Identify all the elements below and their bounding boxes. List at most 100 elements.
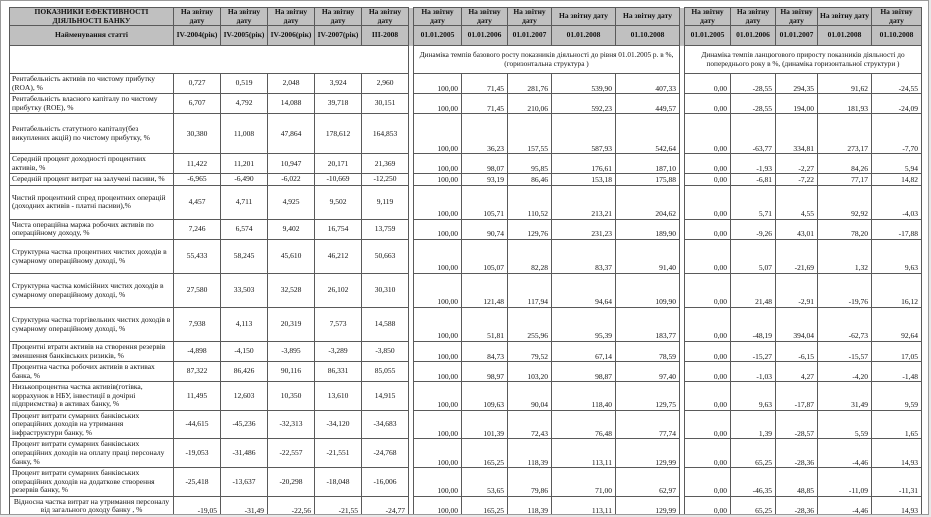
cell-chain-growth: -6,81	[730, 173, 776, 186]
cell-raw-value: 9,502	[314, 184, 362, 220]
cell-raw-value: -6,490	[220, 173, 268, 186]
cell-raw-value: 26,102	[314, 273, 362, 309]
table-row: Процент витрати сумарних банківських опе…	[9, 409, 922, 440]
cell-chain-growth: -28,36	[775, 438, 818, 469]
cell-raw-value: 14,588	[361, 307, 409, 343]
cell-chain-growth: 14,82	[871, 173, 922, 186]
cell-raw-value: -22,557	[267, 438, 315, 469]
cell-base-growth: 129,99	[615, 438, 680, 469]
cell-chain-growth: 5,07	[730, 239, 776, 275]
cell-raw-value: 30,310	[361, 273, 409, 309]
cell-chain-growth: -17,87	[775, 381, 818, 411]
cell-base-growth: 84,73	[461, 341, 508, 363]
cell-chain-growth: 5,59	[817, 409, 872, 440]
cell-chain-growth: -21,69	[775, 239, 818, 275]
col-header-report-date: На звітну дату	[220, 6, 268, 27]
cell-raw-value: 10,350	[267, 381, 315, 411]
cell-raw-value: -31,49	[220, 495, 268, 514]
cell-base-growth: 83,37	[551, 239, 616, 275]
cell-raw-value: -34,683	[361, 409, 409, 440]
base-growth-caption: Динаміка темпів базового росту показникі…	[413, 45, 680, 75]
cell-base-growth: 90,04	[507, 381, 552, 411]
cell-chain-growth: 0,00	[684, 381, 731, 411]
cell-raw-value: 86,426	[220, 361, 268, 383]
cell-base-growth: 103,20	[507, 361, 552, 383]
cell-chain-growth: -4,46	[817, 495, 872, 514]
cell-chain-growth: -19,76	[817, 273, 872, 309]
cell-raw-value: -20,298	[267, 467, 315, 497]
cell-raw-value: 13,610	[314, 381, 362, 411]
cell-raw-value: -10,669	[314, 173, 362, 186]
header-row-1: ПОКАЗНИКИ ЕФЕКТИВНОСТІ ДІЯЛЬНОСТІ БАНКУ …	[9, 6, 922, 27]
cell-base-growth: 101,39	[461, 409, 508, 440]
cell-base-growth: 95,85	[507, 153, 552, 175]
cell-chain-growth: -1,03	[730, 361, 776, 383]
cell-raw-value: 90,116	[267, 361, 315, 383]
cell-raw-value: 9,402	[267, 218, 315, 241]
cell-raw-value: -4,150	[220, 341, 268, 363]
cell-chain-growth: 1,39	[730, 409, 776, 440]
table-row: Чиста операційна маржа робочих активів п…	[9, 218, 922, 241]
cell-base-growth: 79,52	[507, 341, 552, 363]
cell-base-growth: 100,00	[413, 409, 462, 440]
cell-chain-growth: 84,26	[817, 153, 872, 175]
col-header-period: IV-2007(рік)	[314, 25, 362, 47]
cell-base-growth: 231,23	[551, 218, 616, 241]
cell-base-growth: 93,19	[461, 173, 508, 186]
row-label: Процент витрати сумарних банківських опе…	[9, 438, 174, 469]
cell-raw-value: -19,053	[173, 438, 221, 469]
cell-raw-value: 4,113	[220, 307, 268, 343]
cell-base-growth: 91,40	[615, 239, 680, 275]
cell-base-growth: 86,46	[507, 173, 552, 186]
cell-raw-value: -24,768	[361, 438, 409, 469]
col-header-report-date: На звітну дату	[551, 6, 616, 27]
cell-chain-growth: 77,17	[817, 173, 872, 186]
cell-raw-value: -25,418	[173, 467, 221, 497]
cell-chain-growth: -1,48	[871, 361, 922, 383]
cell-base-growth: 153,18	[551, 173, 616, 186]
cell-base-growth: 157,55	[507, 113, 552, 155]
col-header-report-date: На звітну дату	[361, 6, 409, 27]
cell-raw-value: -3,895	[267, 341, 315, 363]
cell-raw-value: 164,853	[361, 113, 409, 155]
cell-raw-value: 30,151	[361, 93, 409, 115]
cell-chain-growth: -2,27	[775, 153, 818, 175]
cell-base-growth: 100,00	[413, 173, 462, 186]
cell-base-growth: 117,94	[507, 273, 552, 309]
col-header-date: 01.01.2005	[684, 25, 731, 47]
cell-raw-value: -3,289	[314, 341, 362, 363]
cell-chain-growth: 0,00	[684, 173, 731, 186]
cell-base-growth: 100,00	[413, 307, 462, 343]
cell-base-growth: 100,00	[413, 73, 462, 95]
cell-base-growth: 592,23	[551, 93, 616, 115]
table-row: Рентабельність власного капіталу по чист…	[9, 93, 922, 115]
col-header-report-date: На звітну дату	[775, 6, 818, 27]
col-header-report-date: На звітну дату	[730, 6, 776, 27]
cell-chain-growth: -2,91	[775, 273, 818, 309]
cell-base-growth: 118,39	[507, 495, 552, 514]
cell-raw-value: 11,201	[220, 153, 268, 175]
cell-base-growth: 113,11	[551, 495, 616, 514]
cell-base-growth: 542,64	[615, 113, 680, 155]
cell-chain-growth: 16,12	[871, 273, 922, 309]
table-row: Процентна частка робочих активів в актив…	[9, 361, 922, 383]
col-header-date: 01.01.2005	[413, 25, 462, 47]
cell-chain-growth: 273,17	[817, 113, 872, 155]
cell-raw-value: 14,915	[361, 381, 409, 411]
cell-chain-growth: 43,01	[775, 218, 818, 241]
cell-raw-value: 39,718	[314, 93, 362, 115]
cell-chain-growth: -9,26	[730, 218, 776, 241]
cell-raw-value: 32,528	[267, 273, 315, 309]
cell-raw-value: 7,246	[173, 218, 221, 241]
cell-raw-value: 45,610	[267, 239, 315, 275]
cell-chain-growth: -15,57	[817, 341, 872, 363]
cell-chain-growth: -28,55	[730, 93, 776, 115]
cell-raw-value: 0,519	[220, 73, 268, 95]
cell-base-growth: 77,74	[615, 409, 680, 440]
cell-chain-growth: 9,63	[871, 239, 922, 275]
cell-base-growth: 210,06	[507, 93, 552, 115]
cell-chain-growth: 9,59	[871, 381, 922, 411]
cell-raw-value: -16,006	[361, 467, 409, 497]
table-row: Структурна частка комісійних чистих дохо…	[9, 273, 922, 309]
